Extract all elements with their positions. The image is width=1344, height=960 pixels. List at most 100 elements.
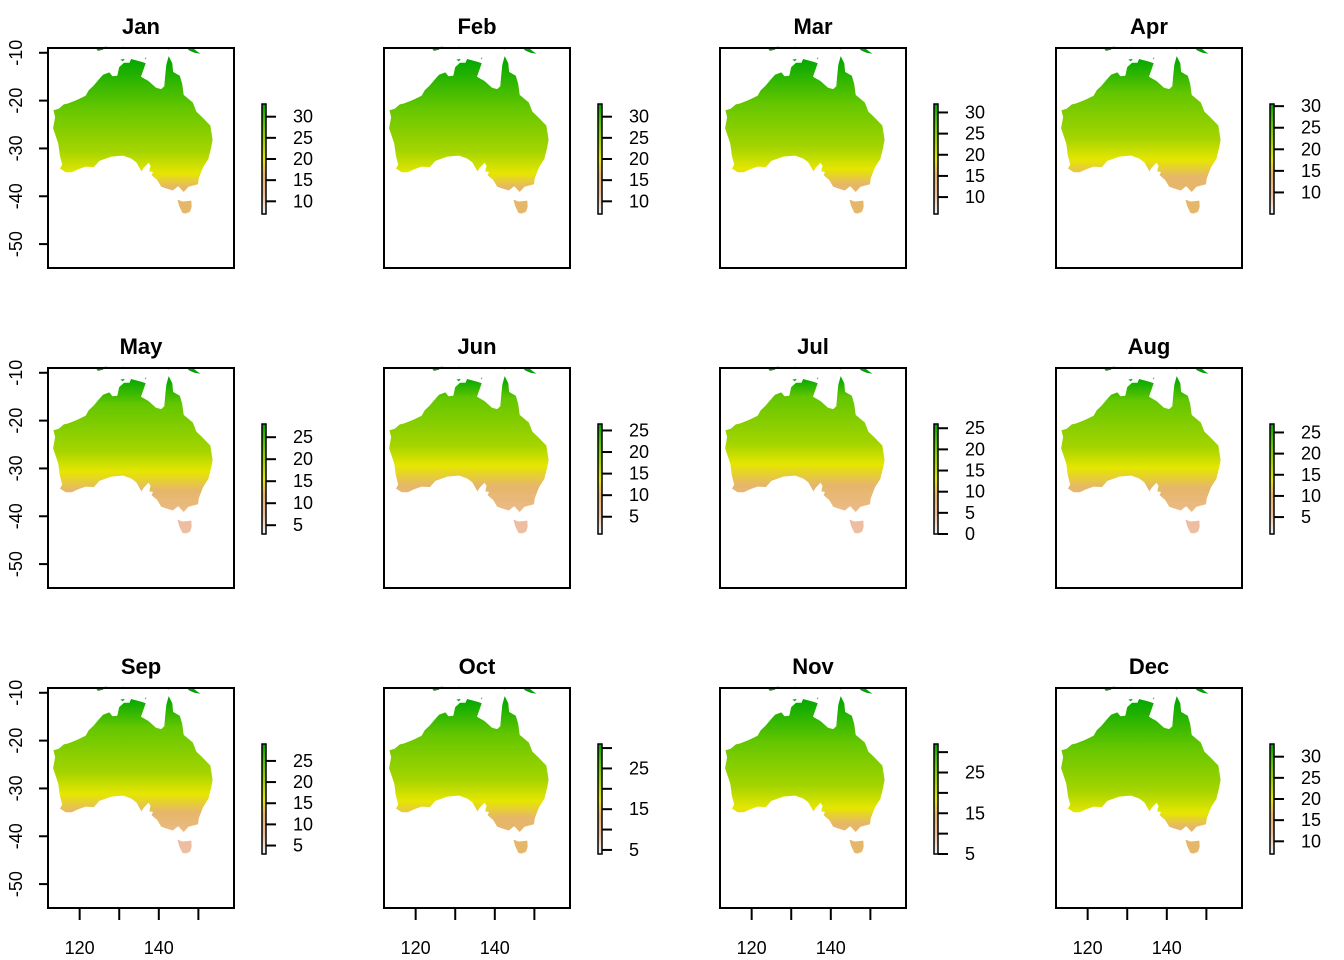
legend-tick-label: 25 (629, 128, 649, 148)
legend-tick-label: 5 (965, 844, 975, 864)
y-tick-label: -10 (6, 680, 26, 706)
plot-frame (47, 47, 235, 269)
legend-tick-label: 5 (293, 515, 303, 535)
legend-tick-label: 20 (293, 149, 313, 169)
panel-title: Apr (1130, 14, 1168, 39)
island-raster (1128, 699, 1133, 702)
island-raster (1128, 379, 1133, 382)
island-raster (1128, 59, 1133, 62)
legend-tick-label: 30 (1301, 747, 1321, 767)
y-tick-label: -10 (6, 40, 26, 66)
x-tick-label: 120 (1073, 938, 1103, 958)
legend-tick-label: 10 (293, 814, 313, 834)
plot-frame (383, 687, 571, 909)
australia-raster (389, 376, 549, 512)
panel-title: Mar (793, 14, 833, 39)
panel-title: Jan (122, 14, 160, 39)
legend-tick-label: 15 (1301, 465, 1321, 485)
x-tick-label: 140 (144, 938, 174, 958)
panel-title: Nov (792, 654, 834, 679)
legend-tick-label: 20 (629, 442, 649, 462)
australia-raster (389, 56, 549, 192)
island-raster (817, 57, 819, 60)
legend-tick-label: 20 (293, 772, 313, 792)
legend-tick-label: 10 (1301, 182, 1321, 202)
x-tick-label: 140 (480, 938, 510, 958)
island-raster (1153, 697, 1155, 700)
legend-colorbar (933, 743, 939, 855)
panel-title: May (120, 334, 164, 359)
legend-tick-label: 5 (629, 507, 639, 527)
island-raster (145, 57, 147, 60)
legend-tick-label: 25 (629, 758, 649, 778)
legend-tick-label: 30 (1301, 96, 1321, 116)
y-tick-label: -30 (6, 135, 26, 161)
legend-tick-label: 5 (1301, 507, 1311, 527)
legend-tick-label: 30 (629, 107, 649, 127)
legend-tick-label: 5 (965, 503, 975, 523)
panel-title: Jul (797, 334, 829, 359)
legend-tick-label: 25 (629, 420, 649, 440)
legend-tick-label: 10 (293, 191, 313, 211)
legend-colorbar (261, 103, 267, 215)
island-raster (792, 379, 797, 382)
tasmania-raster (849, 199, 864, 214)
island-raster (481, 377, 483, 380)
y-tick-label: -30 (6, 775, 26, 801)
legend-tick-label: 30 (965, 102, 985, 122)
y-tick-label: -40 (6, 503, 26, 529)
australia-raster (1061, 56, 1221, 192)
legend-tick-label: 10 (629, 191, 649, 211)
y-tick-label: -20 (6, 728, 26, 754)
y-tick-label: -50 (6, 871, 26, 897)
plot-frame (719, 47, 907, 269)
panel-title: Jun (457, 334, 496, 359)
tasmania-raster (177, 519, 192, 534)
legend-tick-label: 25 (293, 427, 313, 447)
legend-tick-label: 10 (629, 485, 649, 505)
panel-title: Dec (1129, 654, 1169, 679)
x-tick-label: 120 (401, 938, 431, 958)
x-tick-label: 120 (65, 938, 95, 958)
tasmania-raster (513, 839, 528, 854)
island-raster (120, 379, 125, 382)
legend-colorbar (597, 743, 603, 855)
island-raster (481, 697, 483, 700)
tasmania-raster (1185, 839, 1200, 854)
tasmania-raster (177, 199, 192, 214)
legend-tick-label: 20 (1301, 139, 1321, 159)
australia-raster (53, 696, 213, 832)
island-raster (145, 697, 147, 700)
legend-tick-label: 20 (629, 149, 649, 169)
legend-tick-label: 15 (629, 799, 649, 819)
island-raster (456, 59, 461, 62)
legend-tick-label: 20 (1301, 789, 1321, 809)
y-tick-label: -40 (6, 823, 26, 849)
island-raster (456, 379, 461, 382)
legend-tick-label: 25 (1301, 118, 1321, 138)
legend-tick-label: 25 (1301, 422, 1321, 442)
legend-tick-label: 20 (293, 449, 313, 469)
legend-colorbar (933, 103, 939, 215)
legend-tick-label: 25 (293, 751, 313, 771)
legend-tick-label: 15 (293, 793, 313, 813)
australia-raster (1061, 696, 1221, 832)
plot-frame (719, 687, 907, 909)
plot-frame (383, 47, 571, 269)
island-raster (481, 57, 483, 60)
legend-tick-label: 10 (1301, 486, 1321, 506)
legend-tick-label: 25 (293, 128, 313, 148)
tasmania-raster (513, 519, 528, 534)
legend-tick-label: 15 (293, 170, 313, 190)
legend-colorbar (261, 743, 267, 855)
panel-title: Feb (457, 14, 496, 39)
legend-colorbar (261, 423, 267, 535)
legend-tick-label: 10 (965, 482, 985, 502)
legend-tick-label: 10 (965, 187, 985, 207)
